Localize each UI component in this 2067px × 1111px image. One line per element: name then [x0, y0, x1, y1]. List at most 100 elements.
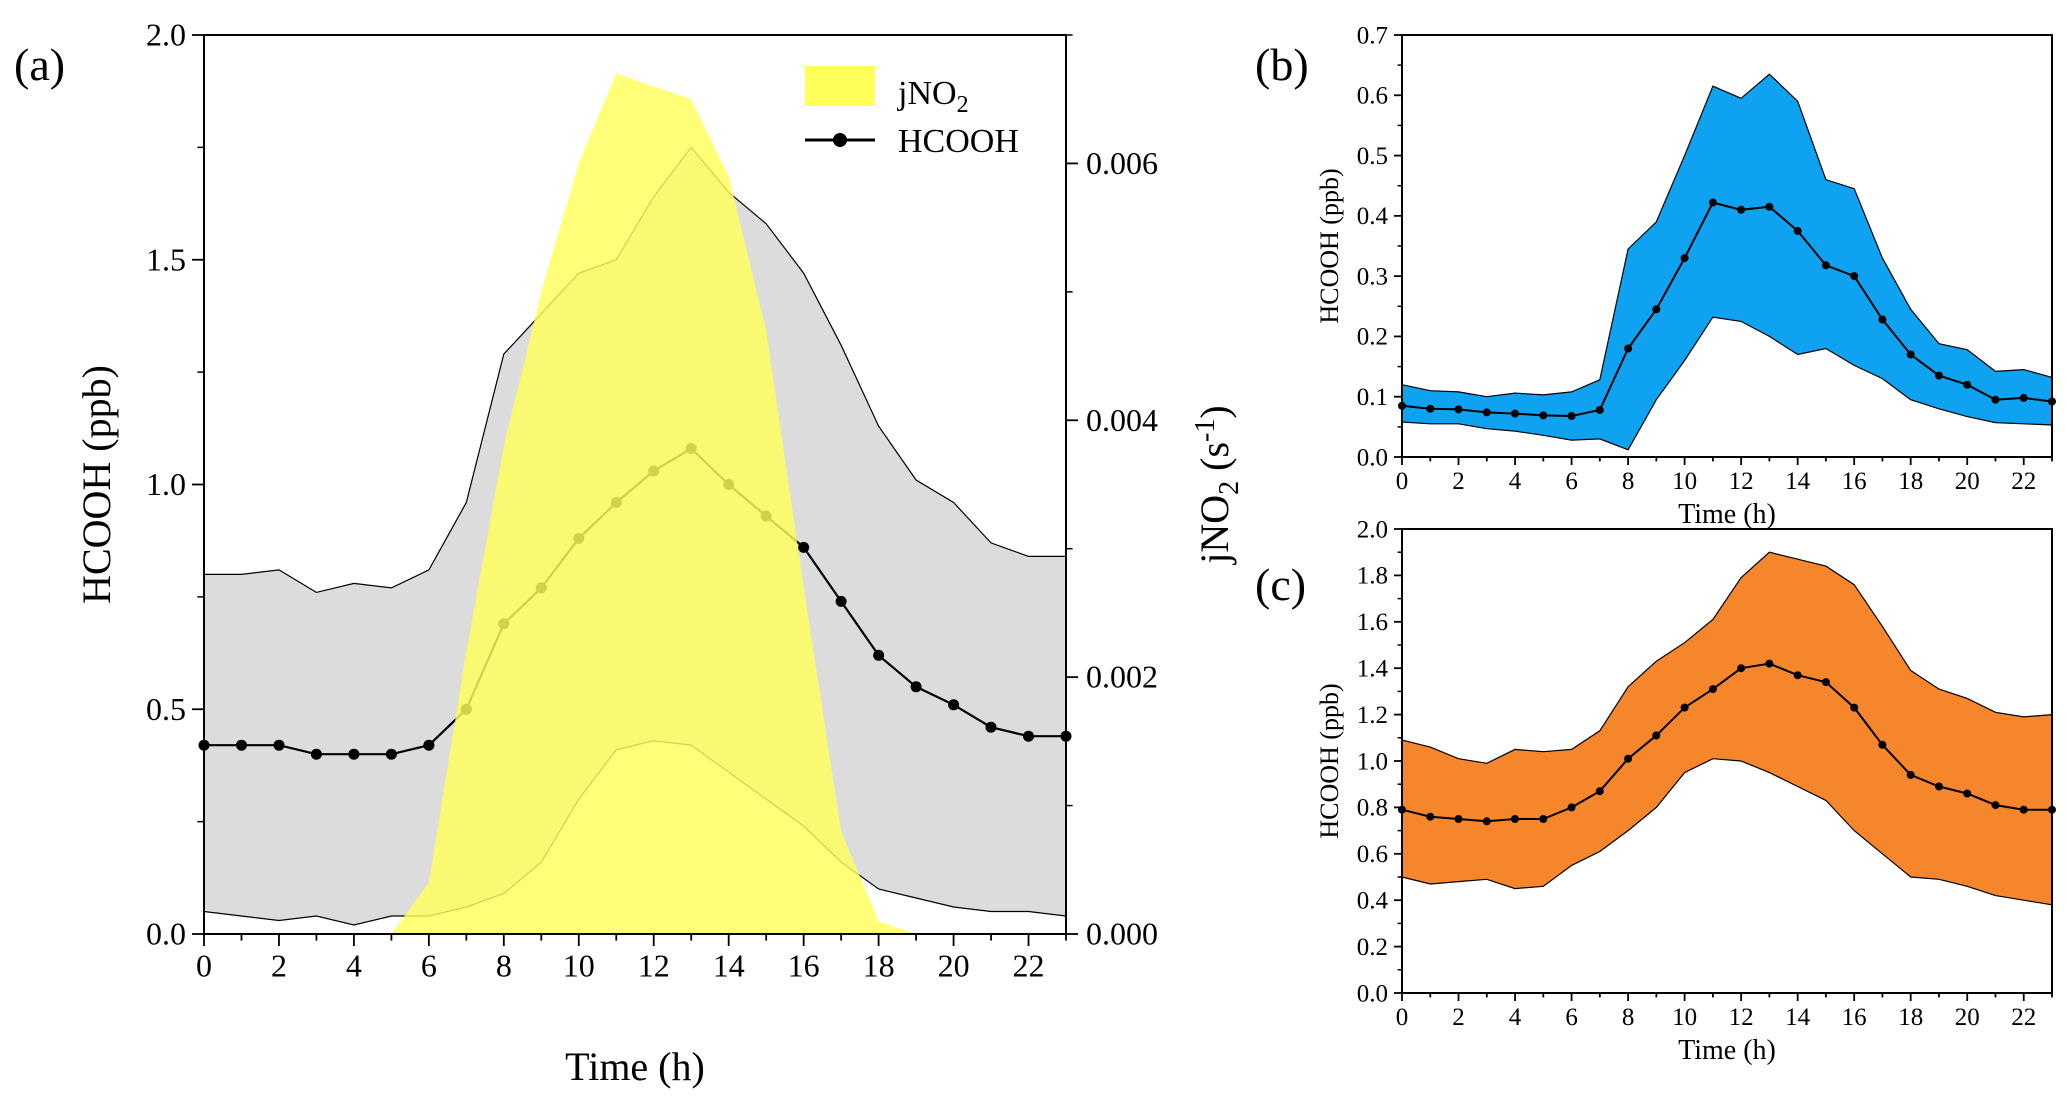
hcooh-point — [1991, 395, 2000, 404]
x-tick-label: 20 — [938, 947, 970, 983]
y-tick-label: 0.2 — [1357, 324, 1388, 351]
y-tick-label: 0.5 — [1357, 143, 1388, 170]
hcooh-point — [348, 748, 360, 760]
hcooh-point — [835, 595, 847, 607]
y2-axis-label-a: jNO2 (s-1) — [1190, 405, 1245, 565]
hcooh-point — [1765, 659, 1774, 668]
hcooh-point — [798, 541, 810, 553]
y-tick-label: 1.6 — [1357, 609, 1388, 636]
legend-a: jNO2 HCOOH — [805, 66, 1019, 160]
x-tick-label: 6 — [421, 947, 437, 983]
hcooh-point — [1624, 754, 1633, 763]
hcooh-point — [1482, 817, 1491, 826]
panel-label-b: (b) — [1255, 39, 1309, 90]
x-tick-label: 0 — [1396, 468, 1409, 495]
hcooh-point — [1878, 740, 1887, 749]
hcooh-point — [873, 649, 885, 661]
x-tick-label: 16 — [1842, 468, 1867, 495]
x-tick-label: 14 — [713, 947, 745, 983]
y-tick-label: 1.4 — [1357, 655, 1389, 682]
hcooh-point — [1708, 685, 1717, 694]
y2-label-base: jNO — [1192, 495, 1237, 566]
hcooh-point — [1793, 226, 1802, 235]
hcooh-mean-line — [1401, 201, 2053, 418]
x-tick-label: 0 — [196, 947, 212, 983]
x-tick-label: 20 — [1955, 1004, 1980, 1031]
hcooh-point — [1680, 703, 1689, 712]
x-tick-label: 6 — [1565, 468, 1578, 495]
y-axis-label-a: HCOOH (ppb) — [74, 365, 119, 604]
x-tick-label: 8 — [1622, 1004, 1635, 1031]
hcooh-point — [1511, 815, 1519, 823]
hcooh-point — [1539, 411, 1548, 420]
y2-label-units-open: (s — [1192, 442, 1237, 481]
y-tick-label: 0.3 — [1357, 263, 1388, 290]
y2-label-units-exponent: -1 — [1190, 419, 1221, 442]
hcooh-point — [273, 739, 285, 751]
plot-area-a: 0 2 4 6 8 10 12 14 16 18 20 22 0.0 0.5 1.0 1.5 2.0 0.000 0… — [146, 17, 1158, 984]
y-tick-label: 1.8 — [1357, 563, 1388, 590]
x-tick-label: 8 — [496, 947, 512, 983]
plot-area-b: 0 2 4 6 8 10 12 14 16 18 20 22 0.0 0.1 0.2 0.3 0.4 0.5 0.6… — [1357, 22, 2056, 495]
x-tick-label: 12 — [1729, 468, 1754, 495]
x-axis-label-b: Time (h) — [1678, 499, 1776, 530]
y-tick-label: 0.0 — [1357, 980, 1388, 1007]
hcooh-point — [1539, 815, 1548, 823]
hcooh-point — [948, 699, 960, 711]
y-tick-label: 0.4 — [1357, 887, 1389, 914]
x-tick-label: 2 — [1452, 1004, 1465, 1031]
y-tick-label: 1.2 — [1357, 702, 1388, 729]
hcooh-point — [1567, 412, 1576, 420]
panel-label-c: (c) — [1255, 559, 1306, 610]
y2-label-subscript: 2 — [1214, 481, 1245, 495]
hcooh-point — [1963, 789, 1972, 798]
y2-label-units-close: ) — [1192, 405, 1237, 418]
x-tick-label: 22 — [2011, 1004, 2036, 1031]
hcooh-point — [1737, 664, 1746, 673]
hcooh-mean-line — [1401, 662, 2052, 823]
hcooh-point — [1878, 315, 1887, 324]
y-tick-label: 0.4 — [1357, 203, 1389, 230]
hcooh-point — [1737, 205, 1746, 214]
x-axis-label-c: Time (h) — [1678, 1035, 1776, 1066]
y-tick-label: 1.0 — [1357, 748, 1388, 775]
hcooh-point — [1624, 344, 1633, 353]
legend-label-hcooh: HCOOH — [898, 123, 1019, 160]
x-tick-label: 2 — [271, 947, 287, 983]
hcooh-point — [1652, 305, 1661, 314]
x-tick-label: 0 — [1396, 1004, 1409, 1031]
y-tick-label: 0.1 — [1357, 384, 1388, 411]
y2-tick-label: 0.006 — [1086, 145, 1158, 181]
hcooh-point — [985, 721, 997, 733]
hcooh-point — [1567, 803, 1576, 812]
x-tick-label: 10 — [563, 947, 595, 983]
x-tick-label: 18 — [1898, 1004, 1923, 1031]
panel-c: 0 2 4 6 8 10 12 14 16 18 20 22 0.0 0.2 0.4 0.6 0.8 1.0 1.2… — [1255, 516, 2056, 1066]
plot-area-c: 0 2 4 6 8 10 12 14 16 18 20 22 0.0 0.2 0.4 0.6 0.8 1.0 1.2… — [1357, 516, 2056, 1031]
hcooh-point — [2019, 805, 2028, 814]
y-tick-label: 2.0 — [146, 17, 186, 53]
x-tick-label: 16 — [788, 947, 820, 983]
hcooh-point — [910, 681, 922, 693]
x-tick-label: 18 — [863, 947, 895, 983]
hcooh-point — [1595, 406, 1604, 414]
hcooh-point — [1906, 770, 1915, 779]
x-tick-label: 6 — [1565, 1004, 1578, 1031]
y-axis-label-b: HCOOH (ppb) — [1315, 168, 1344, 323]
hcooh-point — [1454, 815, 1463, 823]
x-tick-label: 4 — [346, 947, 362, 983]
y-tick-label: 0.0 — [146, 916, 186, 952]
y-tick-label: 0.2 — [1357, 934, 1388, 961]
x-tick-label: 20 — [1955, 468, 1980, 495]
panel-a: 0 2 4 6 8 10 12 14 16 18 20 22 0.0 0.5 1.0 1.5 2.0 0.000 0… — [14, 17, 1245, 1089]
x-tick-label: 12 — [1729, 1004, 1754, 1031]
x-tick-label: 16 — [1842, 1004, 1867, 1031]
x-tick-label: 12 — [638, 947, 670, 983]
y2-tick-label: 0.002 — [1086, 659, 1158, 695]
hcooh-point — [1454, 405, 1463, 414]
legend-label-jno2: jNO2 — [897, 75, 969, 118]
hcooh-point — [1652, 731, 1661, 740]
x-tick-label: 8 — [1622, 468, 1635, 495]
hcooh-point — [423, 739, 435, 751]
